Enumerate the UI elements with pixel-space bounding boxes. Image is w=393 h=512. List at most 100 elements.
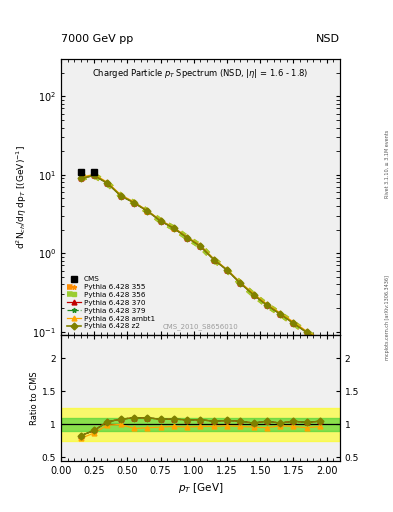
Pythia 6.428 z2 <box>171 225 176 231</box>
Pythia 6.428 370 <box>158 218 163 224</box>
Pythia 6.428 z2 <box>278 311 283 317</box>
Pythia 6.428 370 <box>264 302 269 308</box>
Pythia 6.428 370 <box>145 208 150 214</box>
Pythia 6.428 379 <box>304 329 309 335</box>
Pythia 6.428 355 <box>264 302 269 308</box>
Pythia 6.428 356 <box>145 208 150 214</box>
Pythia 6.428 379 <box>225 267 230 273</box>
Line: Pythia 6.428 370: Pythia 6.428 370 <box>79 173 322 343</box>
Pythia 6.428 355 <box>118 193 123 199</box>
Text: Rivet 3.1.10, ≥ 3.1M events: Rivet 3.1.10, ≥ 3.1M events <box>385 130 389 198</box>
Pythia 6.428 z2 <box>211 257 216 263</box>
Pythia 6.428 355 <box>158 218 163 224</box>
Line: Pythia 6.428 379: Pythia 6.428 379 <box>79 173 322 343</box>
Pythia 6.428 ambt1 <box>158 217 163 223</box>
CMS <box>92 169 97 175</box>
Pythia 6.428 356 <box>105 180 110 186</box>
Pythia 6.428 z2 <box>198 243 203 249</box>
Pythia 6.428 379 <box>132 200 136 206</box>
Pythia 6.428 356 <box>278 311 283 317</box>
Pythia 6.428 379 <box>118 193 123 199</box>
Pythia 6.428 370 <box>238 280 242 286</box>
Pythia 6.428 z2 <box>185 234 189 241</box>
Pythia 6.428 370 <box>278 311 283 317</box>
Line: CMS: CMS <box>78 169 97 175</box>
Pythia 6.428 379 <box>171 225 176 231</box>
Pythia 6.428 z2 <box>304 329 309 335</box>
Pythia 6.428 355 <box>211 257 216 263</box>
Pythia 6.428 ambt1 <box>225 266 230 272</box>
Pythia 6.428 z2 <box>158 218 163 224</box>
Line: Pythia 6.428 355: Pythia 6.428 355 <box>79 173 322 343</box>
Pythia 6.428 356 <box>92 173 97 179</box>
Pythia 6.428 z2 <box>251 292 256 298</box>
Pythia 6.428 ambt1 <box>185 234 189 240</box>
Legend: CMS, Pythia 6.428 355, Pythia 6.428 356, Pythia 6.428 370, Pythia 6.428 379, Pyt: CMS, Pythia 6.428 355, Pythia 6.428 356,… <box>64 274 157 332</box>
Y-axis label: d$^2$N$_{ch}$/d$\eta$ dp$_T$ [(GeV)$^{-1}$]: d$^2$N$_{ch}$/d$\eta$ dp$_T$ [(GeV)$^{-1… <box>15 145 29 249</box>
Pythia 6.428 379 <box>318 337 322 343</box>
Pythia 6.428 355 <box>79 175 83 181</box>
Pythia 6.428 356 <box>158 218 163 224</box>
Pythia 6.428 370 <box>211 257 216 263</box>
Pythia 6.428 356 <box>225 267 230 273</box>
Pythia 6.428 370 <box>132 200 136 206</box>
Pythia 6.428 ambt1 <box>105 179 110 185</box>
Pythia 6.428 z2 <box>132 200 136 206</box>
Text: CMS_2010_S8656010: CMS_2010_S8656010 <box>163 323 238 330</box>
Pythia 6.428 370 <box>291 320 296 326</box>
Pythia 6.428 ambt1 <box>132 199 136 205</box>
Pythia 6.428 379 <box>198 243 203 249</box>
Pythia 6.428 z2 <box>291 320 296 326</box>
Pythia 6.428 355 <box>145 208 150 214</box>
Pythia 6.428 379 <box>211 257 216 263</box>
Pythia 6.428 356 <box>251 292 256 298</box>
Text: mcplots.cern.ch [arXiv:1306.3436]: mcplots.cern.ch [arXiv:1306.3436] <box>385 275 389 360</box>
Pythia 6.428 355 <box>92 173 97 179</box>
Bar <box>61 408 340 441</box>
Pythia 6.428 356 <box>264 302 269 308</box>
Pythia 6.428 ambt1 <box>211 255 216 262</box>
Pythia 6.428 355 <box>198 243 203 249</box>
Pythia 6.428 356 <box>304 329 309 335</box>
Pythia 6.428 ambt1 <box>171 224 176 230</box>
Pythia 6.428 379 <box>145 208 150 214</box>
Pythia 6.428 379 <box>158 218 163 224</box>
Pythia 6.428 356 <box>318 337 322 343</box>
Pythia 6.428 355 <box>105 180 110 186</box>
Pythia 6.428 356 <box>118 193 123 199</box>
Pythia 6.428 355 <box>132 200 136 206</box>
Pythia 6.428 ambt1 <box>92 172 97 178</box>
Pythia 6.428 z2 <box>264 302 269 308</box>
Pythia 6.428 ambt1 <box>198 242 203 248</box>
Pythia 6.428 370 <box>118 193 123 199</box>
Pythia 6.428 z2 <box>118 193 123 199</box>
Pythia 6.428 ambt1 <box>318 336 322 342</box>
Pythia 6.428 356 <box>238 280 242 286</box>
Line: Pythia 6.428 ambt1: Pythia 6.428 ambt1 <box>79 172 322 341</box>
Pythia 6.428 z2 <box>145 208 150 214</box>
X-axis label: $p_T$ [GeV]: $p_T$ [GeV] <box>178 481 223 495</box>
Pythia 6.428 z2 <box>238 280 242 286</box>
Bar <box>61 418 340 431</box>
Pythia 6.428 370 <box>171 225 176 231</box>
Pythia 6.428 379 <box>238 280 242 286</box>
Pythia 6.428 379 <box>278 311 283 317</box>
Pythia 6.428 355 <box>238 280 242 286</box>
Pythia 6.428 ambt1 <box>238 279 242 285</box>
Pythia 6.428 355 <box>225 267 230 273</box>
Line: Pythia 6.428 356: Pythia 6.428 356 <box>79 173 322 343</box>
Pythia 6.428 356 <box>291 320 296 326</box>
Pythia 6.428 ambt1 <box>79 174 83 180</box>
Pythia 6.428 356 <box>171 225 176 231</box>
Pythia 6.428 z2 <box>92 173 97 179</box>
Pythia 6.428 355 <box>318 337 322 343</box>
Pythia 6.428 ambt1 <box>118 191 123 198</box>
Pythia 6.428 ambt1 <box>264 301 269 307</box>
Pythia 6.428 370 <box>251 292 256 298</box>
Pythia 6.428 355 <box>171 225 176 231</box>
Line: Pythia 6.428 z2: Pythia 6.428 z2 <box>79 173 322 343</box>
Pythia 6.428 356 <box>185 234 189 241</box>
Pythia 6.428 370 <box>198 243 203 249</box>
Pythia 6.428 355 <box>278 311 283 317</box>
Pythia 6.428 370 <box>318 337 322 343</box>
